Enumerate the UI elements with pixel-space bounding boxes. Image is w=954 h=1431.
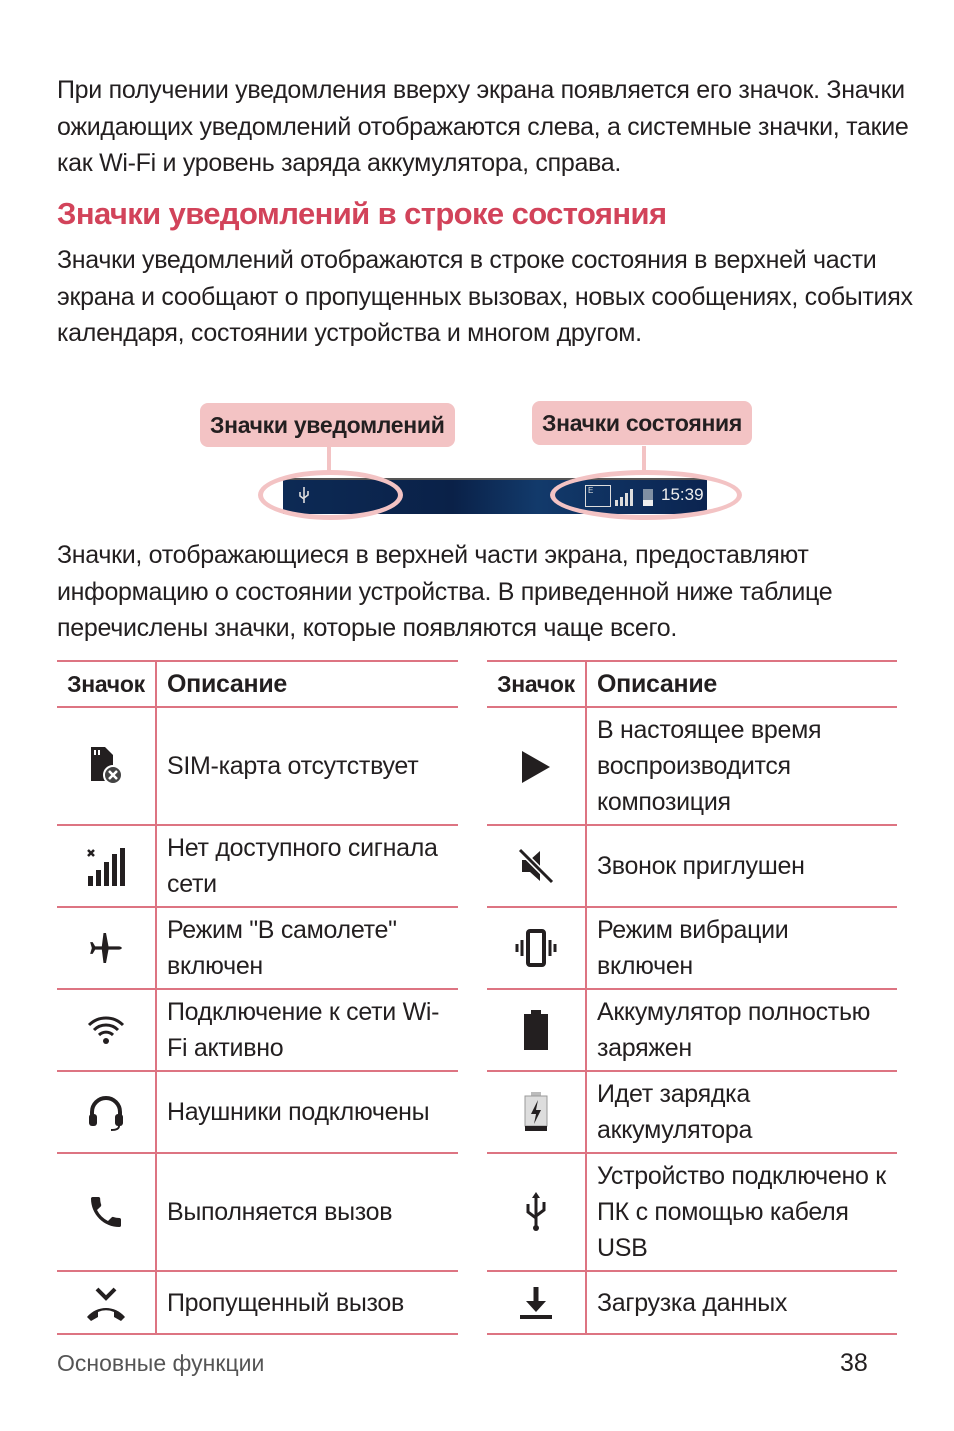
table-row: Устройство подключено к ПК с помощью каб… [487, 1152, 897, 1272]
download-icon [520, 1287, 552, 1320]
header-icon: Значок [487, 660, 587, 708]
row-description: В настоящее время воспроизводится композ… [586, 706, 897, 826]
row-description: Нет доступного сигнала сети [156, 824, 458, 908]
row-description: Загрузка данных [586, 1270, 897, 1335]
footer-section: Основные функции [57, 1350, 265, 1376]
sim-missing-icon [91, 747, 123, 786]
play-icon [522, 751, 550, 784]
table-row: Нет доступного сигнала сети [57, 824, 458, 908]
header-description: Описание [586, 660, 897, 708]
row-description: Выполняется вызов [156, 1152, 458, 1272]
table-row: Звонок приглушен [487, 824, 897, 908]
table-row: В настоящее время воспроизводится композ… [487, 706, 897, 826]
section-title: Значки уведомлений в строке состояния [57, 196, 667, 231]
row-description: Звонок приглушен [586, 824, 897, 908]
missed-call-icon [87, 1287, 125, 1321]
icon-table-right: Значок Описание В настоящее время воспрои… [487, 660, 897, 1335]
ringer-muted-icon [517, 847, 555, 885]
table-row: Аккумулятор полностью заряжен [487, 988, 897, 1072]
battery-charging-icon [524, 1092, 548, 1131]
table-row: Режим "В самолете" включен [57, 906, 458, 990]
icon-table-left: Значок Описание SIM-карта отсутствует Нет… [57, 660, 458, 1335]
battery-full-icon [524, 1010, 548, 1050]
callout-status-icons: Значки состояния [532, 401, 753, 445]
vibrate-icon [515, 929, 557, 967]
row-description: Режим вибрации включен [586, 906, 897, 990]
intro-paragraph: При получении уведомления вверху экрана … [57, 76, 909, 177]
row-description: Устройство подключено к ПК с помощью каб… [586, 1152, 897, 1272]
table-intro-paragraph: Значки, отображающиеся в верхней части э… [57, 541, 833, 642]
table-row: Пропущенный вызов [57, 1270, 458, 1335]
usb-icon [526, 1192, 546, 1231]
table-row: SIM-карта отсутствует [57, 706, 458, 826]
wifi-icon [87, 1016, 125, 1045]
row-description: Подключение к сети Wi-Fi активно [156, 988, 458, 1072]
header-icon: Значок [57, 660, 157, 708]
row-description: SIM-карта отсутствует [156, 706, 458, 826]
table-row: Наушники подключены [57, 1070, 458, 1154]
no-signal-icon [87, 848, 125, 886]
table-row: Идет зарядка аккумулятора [487, 1070, 897, 1154]
row-description: Пропущенный вызов [156, 1270, 458, 1335]
row-description: Идет зарядка аккумулятора [586, 1070, 897, 1154]
table-row: Подключение к сети Wi-Fi активно [57, 988, 458, 1072]
header-description: Описание [156, 660, 458, 708]
highlight-oval [550, 470, 742, 520]
callout-stem [642, 446, 646, 472]
row-description: Наушники подключены [156, 1070, 458, 1154]
highlight-oval [258, 470, 403, 520]
section-paragraph: Значки уведомлений отображаются в строке… [57, 246, 913, 347]
table-row: Выполняется вызов [57, 1152, 458, 1272]
callout-notification-icons: Значки уведомлений [200, 403, 455, 447]
airplane-icon [90, 933, 122, 963]
row-description: Режим "В самолете" включен [156, 906, 458, 990]
table-row: Загрузка данных [487, 1270, 897, 1335]
page-number: 38 [840, 1349, 868, 1377]
callout-stem [327, 446, 331, 472]
headset-icon [89, 1096, 123, 1131]
row-description: Аккумулятор полностью заряжен [586, 988, 897, 1072]
table-row: Режим вибрации включен [487, 906, 897, 990]
phone-call-icon [91, 1197, 121, 1227]
